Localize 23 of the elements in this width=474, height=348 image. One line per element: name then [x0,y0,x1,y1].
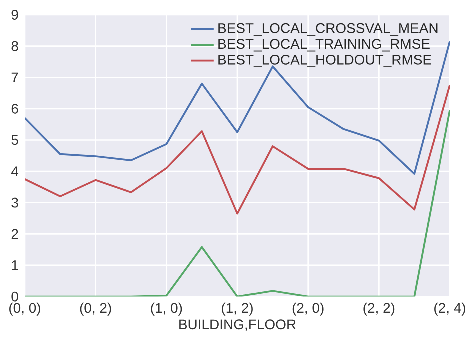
legend-label: BEST_LOCAL_HOLDOUT_RMSE [218,55,432,68]
x-tick-label: (1, 2) [222,302,253,316]
legend-label: BEST_LOCAL_CROSSVAL_MEAN [218,24,438,36]
x-tick-label: (0, 0) [10,302,40,316]
y-tick-label: 8 [12,41,18,52]
y-tick-label: 6 [12,104,18,114]
legend-label: BEST_LOCAL_TRAINING_RMSE [218,39,430,52]
y-tick-label: 9 [12,10,18,20]
y-tick-label: 2 [12,229,18,240]
x-tick-label: (1, 0) [151,302,182,316]
y-tick-label: 7 [12,72,18,83]
y-tick-label: 3 [12,198,18,208]
x-tick-label: (0, 2) [80,302,112,316]
line-series [24,84,450,215]
y-tick-label: 4 [11,166,19,176]
y-tick-label: 0 [12,292,18,302]
x-tick-label: (2, 2) [364,302,395,316]
y-tick-label: 5 [12,135,18,146]
x-tick-label: (2, 0) [292,302,324,316]
y-tick-label: 1 [12,260,18,270]
x-axis-title: BUILDING,FLOOR [180,320,296,332]
line-series [24,40,450,176]
x-tick-label: (2, 4) [434,302,466,316]
